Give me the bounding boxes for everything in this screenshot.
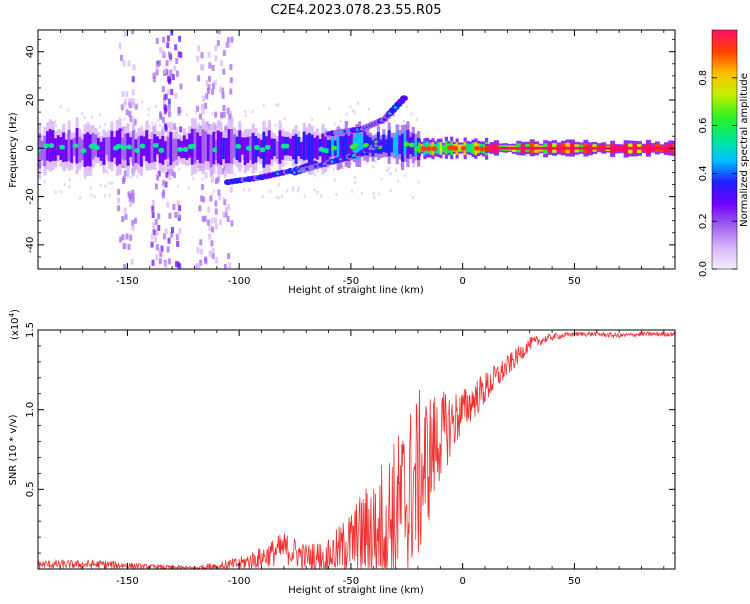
colorbar-tick-label: 0.0: [698, 261, 709, 277]
spectrogram-ylabel: Frequency (Hz): [8, 112, 19, 188]
y-tick-label: 20: [25, 94, 36, 107]
colorbar-gradient: [711, 29, 738, 270]
spectrogram-xlabel: Height of straight line (km): [288, 285, 424, 296]
spectrogram-frame: [37, 29, 676, 270]
spectrogram-ticks: -150 -100 -50 0 50 -40 -20 0 20 40: [25, 30, 675, 287]
snr-series-line: [38, 330, 675, 569]
y-tick-label: -20: [25, 188, 36, 204]
x-tick-label: -50: [343, 276, 359, 287]
x-tick-label: -150: [116, 276, 139, 287]
side-branch: [324, 95, 408, 137]
y-tick-label: 1.5: [25, 322, 36, 338]
signal-band: [38, 117, 219, 179]
snr-ticks: -150 -100 -50 0 50 0.5 1.0 1.5: [25, 322, 675, 587]
colorbar-ticks: 0.0 0.2 0.4 0.6 0.8: [698, 70, 737, 277]
x-tick-label: -100: [228, 276, 251, 287]
snr-multiplier: (x104): [8, 309, 21, 340]
snr-frame: [37, 329, 676, 570]
colorbar-tick-label: 0.6: [698, 118, 709, 134]
x-tick-label: 0: [459, 276, 465, 287]
signal-band: [216, 118, 330, 179]
x-tick-label: 50: [568, 276, 581, 287]
colorbar-tick-label: 0.4: [698, 165, 709, 181]
spectrogram-data: [38, 30, 675, 269]
snr-xlabel: Height of straight line (km): [288, 585, 424, 596]
y-tick-label: -40: [25, 237, 36, 253]
spectrogram-panel: -150 -100 -50 0 50 -40 -20 0 20 40 Height of stra…: [8, 29, 676, 296]
signal-band: [328, 120, 421, 171]
x-tick-label: 0: [459, 576, 465, 587]
x-tick-label: 50: [568, 576, 581, 587]
x-tick-label: -100: [228, 576, 251, 587]
signal-band: [417, 136, 489, 160]
figure-title: C2E4.2023.078.23.55.R05: [270, 3, 441, 18]
y-tick-label: 0.5: [25, 481, 36, 497]
colorbar-label: Normalized spectral amplitude: [739, 73, 750, 227]
side-branch: [291, 139, 386, 176]
y-tick-label: 40: [25, 45, 36, 58]
colorbar: 0.0 0.2 0.4 0.6 0.8 Normalized spectral ampl…: [698, 29, 750, 277]
snr-panel: -150 -100 -50 0 50 0.5 1.0 1.5 Height of straig…: [8, 309, 676, 596]
signal-band: [485, 139, 675, 158]
colorbar-tick-label: 0.2: [698, 213, 709, 229]
y-tick-label: 0: [25, 145, 36, 151]
y-tick-label: 1.0: [25, 402, 36, 418]
x-tick-label: -150: [116, 576, 139, 587]
snr-ylabel: SNR (10 * v/v): [8, 414, 19, 485]
x-tick-label: -50: [343, 576, 359, 587]
colorbar-tick-label: 0.8: [698, 70, 709, 86]
